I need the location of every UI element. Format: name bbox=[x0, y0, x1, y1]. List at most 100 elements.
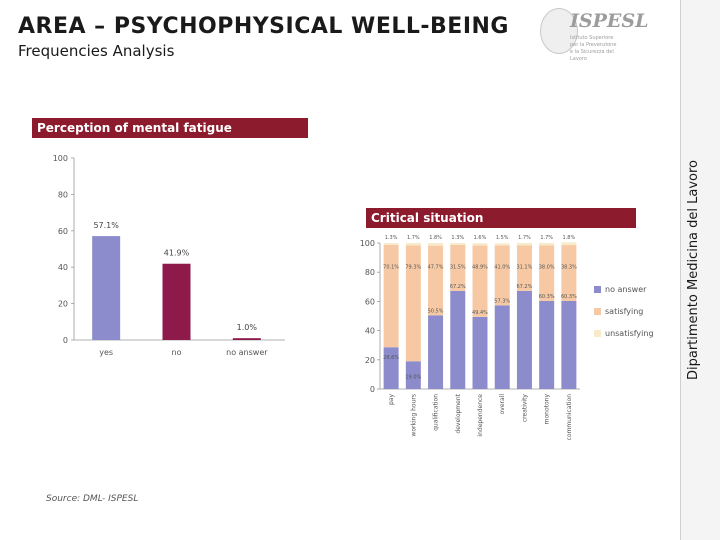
legend-swatch-no-answer bbox=[594, 286, 601, 293]
data-label: 79.3% bbox=[405, 265, 421, 271]
y-tick-label: 20 bbox=[58, 300, 68, 309]
bar-segment-satisfying bbox=[450, 244, 466, 291]
bar-segment-satisfying bbox=[516, 245, 532, 291]
bar-segment-unsatisfying bbox=[405, 361, 421, 389]
x-tick-label: monotony bbox=[544, 394, 551, 425]
data-label: 31.1% bbox=[516, 265, 532, 271]
x-tick-label: no bbox=[172, 348, 182, 357]
x-tick-label: qualification bbox=[433, 394, 440, 431]
data-label: 38.0% bbox=[539, 265, 555, 271]
source-note: Source: DML- ISPESL bbox=[46, 494, 139, 504]
bar-segment-unsatisfying bbox=[494, 305, 510, 389]
bar-segment-satisfying bbox=[539, 245, 555, 301]
y-tick-label: 100 bbox=[360, 239, 375, 248]
y-tick-label: 80 bbox=[58, 190, 68, 199]
bar-segment-no-answer bbox=[516, 243, 532, 246]
department-label: Dipartimento Medicina del Lavoro bbox=[686, 159, 701, 380]
x-tick-label: working hours bbox=[410, 394, 417, 437]
page-subtitle: Frequencies Analysis bbox=[18, 42, 175, 60]
data-label: 1.8% bbox=[429, 235, 442, 241]
logo-caption: Istituto Superiore per la Prevenzione e … bbox=[570, 35, 617, 62]
page-title: AREA – PSYCHOPHYSICAL WELL-BEING bbox=[18, 14, 509, 39]
y-tick-label: 40 bbox=[365, 327, 375, 336]
y-tick-label: 60 bbox=[365, 297, 375, 306]
data-label: 67.2% bbox=[516, 284, 532, 290]
data-label: 57.1% bbox=[93, 221, 119, 230]
logo-wordmark: ISPESL bbox=[570, 10, 649, 32]
bar-segment-no-answer bbox=[428, 243, 444, 246]
data-label: 41.0% bbox=[494, 265, 510, 271]
x-tick-label: development bbox=[455, 393, 462, 433]
mental-fatigue-chart: 0 20 40 60 80 100 57.1% yes 41.9% no 1.0% no answer bbox=[53, 154, 285, 357]
y-tick-label: 60 bbox=[58, 227, 68, 236]
data-label: 1.7% bbox=[540, 235, 553, 241]
bar-segment-unsatisfying bbox=[561, 300, 577, 389]
bar-segment-unsatisfying bbox=[450, 290, 466, 389]
side-band bbox=[680, 0, 720, 540]
chart2-title-banner: Critical situation bbox=[366, 208, 636, 228]
data-label: 1.3% bbox=[385, 235, 398, 241]
chart1-title-banner: Perception of mental fatigue bbox=[32, 118, 308, 138]
data-label: 19.0% bbox=[405, 374, 421, 380]
data-label: 41.9% bbox=[164, 249, 190, 258]
bar-segment-satisfying bbox=[383, 244, 399, 348]
legend-label: satisfying bbox=[605, 307, 643, 316]
data-label: 1.3% bbox=[451, 235, 464, 241]
critical-situation-chart: 0 20 40 60 80 100 28.6% 70.1% 1.3% pay 19.0% 79.3% 1… bbox=[360, 235, 654, 441]
y-tick-label: 100 bbox=[53, 154, 68, 163]
x-tick-label: overall bbox=[499, 394, 506, 415]
data-label: 60.3% bbox=[561, 294, 577, 300]
data-label: 70.1% bbox=[383, 265, 399, 271]
x-tick-label: creativity bbox=[521, 394, 528, 423]
legend-swatch-satisfying bbox=[594, 308, 601, 315]
bar-no bbox=[162, 263, 191, 340]
bar-segment-no-answer bbox=[450, 243, 466, 245]
x-tick-label: yes bbox=[99, 348, 113, 357]
emblem-icon bbox=[540, 8, 578, 54]
bar-segment-no-answer bbox=[383, 243, 399, 245]
data-label: 60.3% bbox=[539, 294, 555, 300]
legend-label: unsatisfying bbox=[605, 329, 654, 338]
data-label: 28.6% bbox=[383, 355, 399, 361]
y-tick-label: 0 bbox=[370, 385, 375, 394]
bar-segment-no-answer bbox=[561, 242, 577, 246]
data-label: 1.7% bbox=[407, 235, 420, 241]
x-tick-label: pay bbox=[388, 394, 395, 405]
data-label: 1.0% bbox=[237, 323, 258, 332]
x-tick-label: independence bbox=[477, 394, 484, 437]
bar-yes bbox=[92, 236, 121, 340]
bar-segment-satisfying bbox=[494, 245, 510, 306]
bar-segment-satisfying bbox=[472, 245, 488, 317]
bar-segment-no-answer bbox=[405, 243, 421, 246]
y-tick-label: 0 bbox=[63, 336, 68, 345]
bar-segment-no-answer bbox=[472, 243, 488, 246]
bar-segment-no-answer bbox=[494, 243, 510, 246]
data-label: 67.2% bbox=[450, 284, 466, 290]
bar-segment-unsatisfying bbox=[428, 315, 444, 389]
data-label: 47.7% bbox=[428, 265, 444, 271]
data-label: 31.5% bbox=[450, 265, 466, 271]
bar-segment-satisfying bbox=[428, 245, 444, 316]
data-label: 50.5% bbox=[428, 308, 444, 314]
bar-no-answer bbox=[232, 338, 261, 340]
data-label: 38.3% bbox=[561, 265, 577, 271]
x-tick-label: no answer bbox=[226, 348, 268, 357]
y-tick-label: 80 bbox=[365, 268, 375, 277]
legend-label: no answer bbox=[605, 285, 647, 294]
y-tick-label: 40 bbox=[58, 263, 68, 272]
x-tick-label: communication bbox=[566, 394, 573, 441]
bar-segment-unsatisfying bbox=[472, 316, 488, 389]
bar-segment-satisfying bbox=[561, 245, 577, 301]
bar-segment-satisfying bbox=[405, 245, 421, 362]
bar-segment-unsatisfying bbox=[383, 347, 399, 389]
data-label: 48.9% bbox=[472, 265, 488, 271]
data-label: 1.5% bbox=[496, 235, 509, 241]
data-label: 49.4% bbox=[472, 310, 488, 316]
bar-segment-no-answer bbox=[539, 243, 555, 246]
y-tick-label: 20 bbox=[365, 356, 375, 365]
data-label: 1.7% bbox=[518, 235, 531, 241]
ispesl-logo: ISPESL Istituto Superiore per la Prevenz… bbox=[540, 8, 648, 62]
data-label: 57.3% bbox=[494, 298, 510, 304]
data-label: 1.6% bbox=[474, 235, 487, 241]
data-label: 1.8% bbox=[563, 235, 576, 241]
